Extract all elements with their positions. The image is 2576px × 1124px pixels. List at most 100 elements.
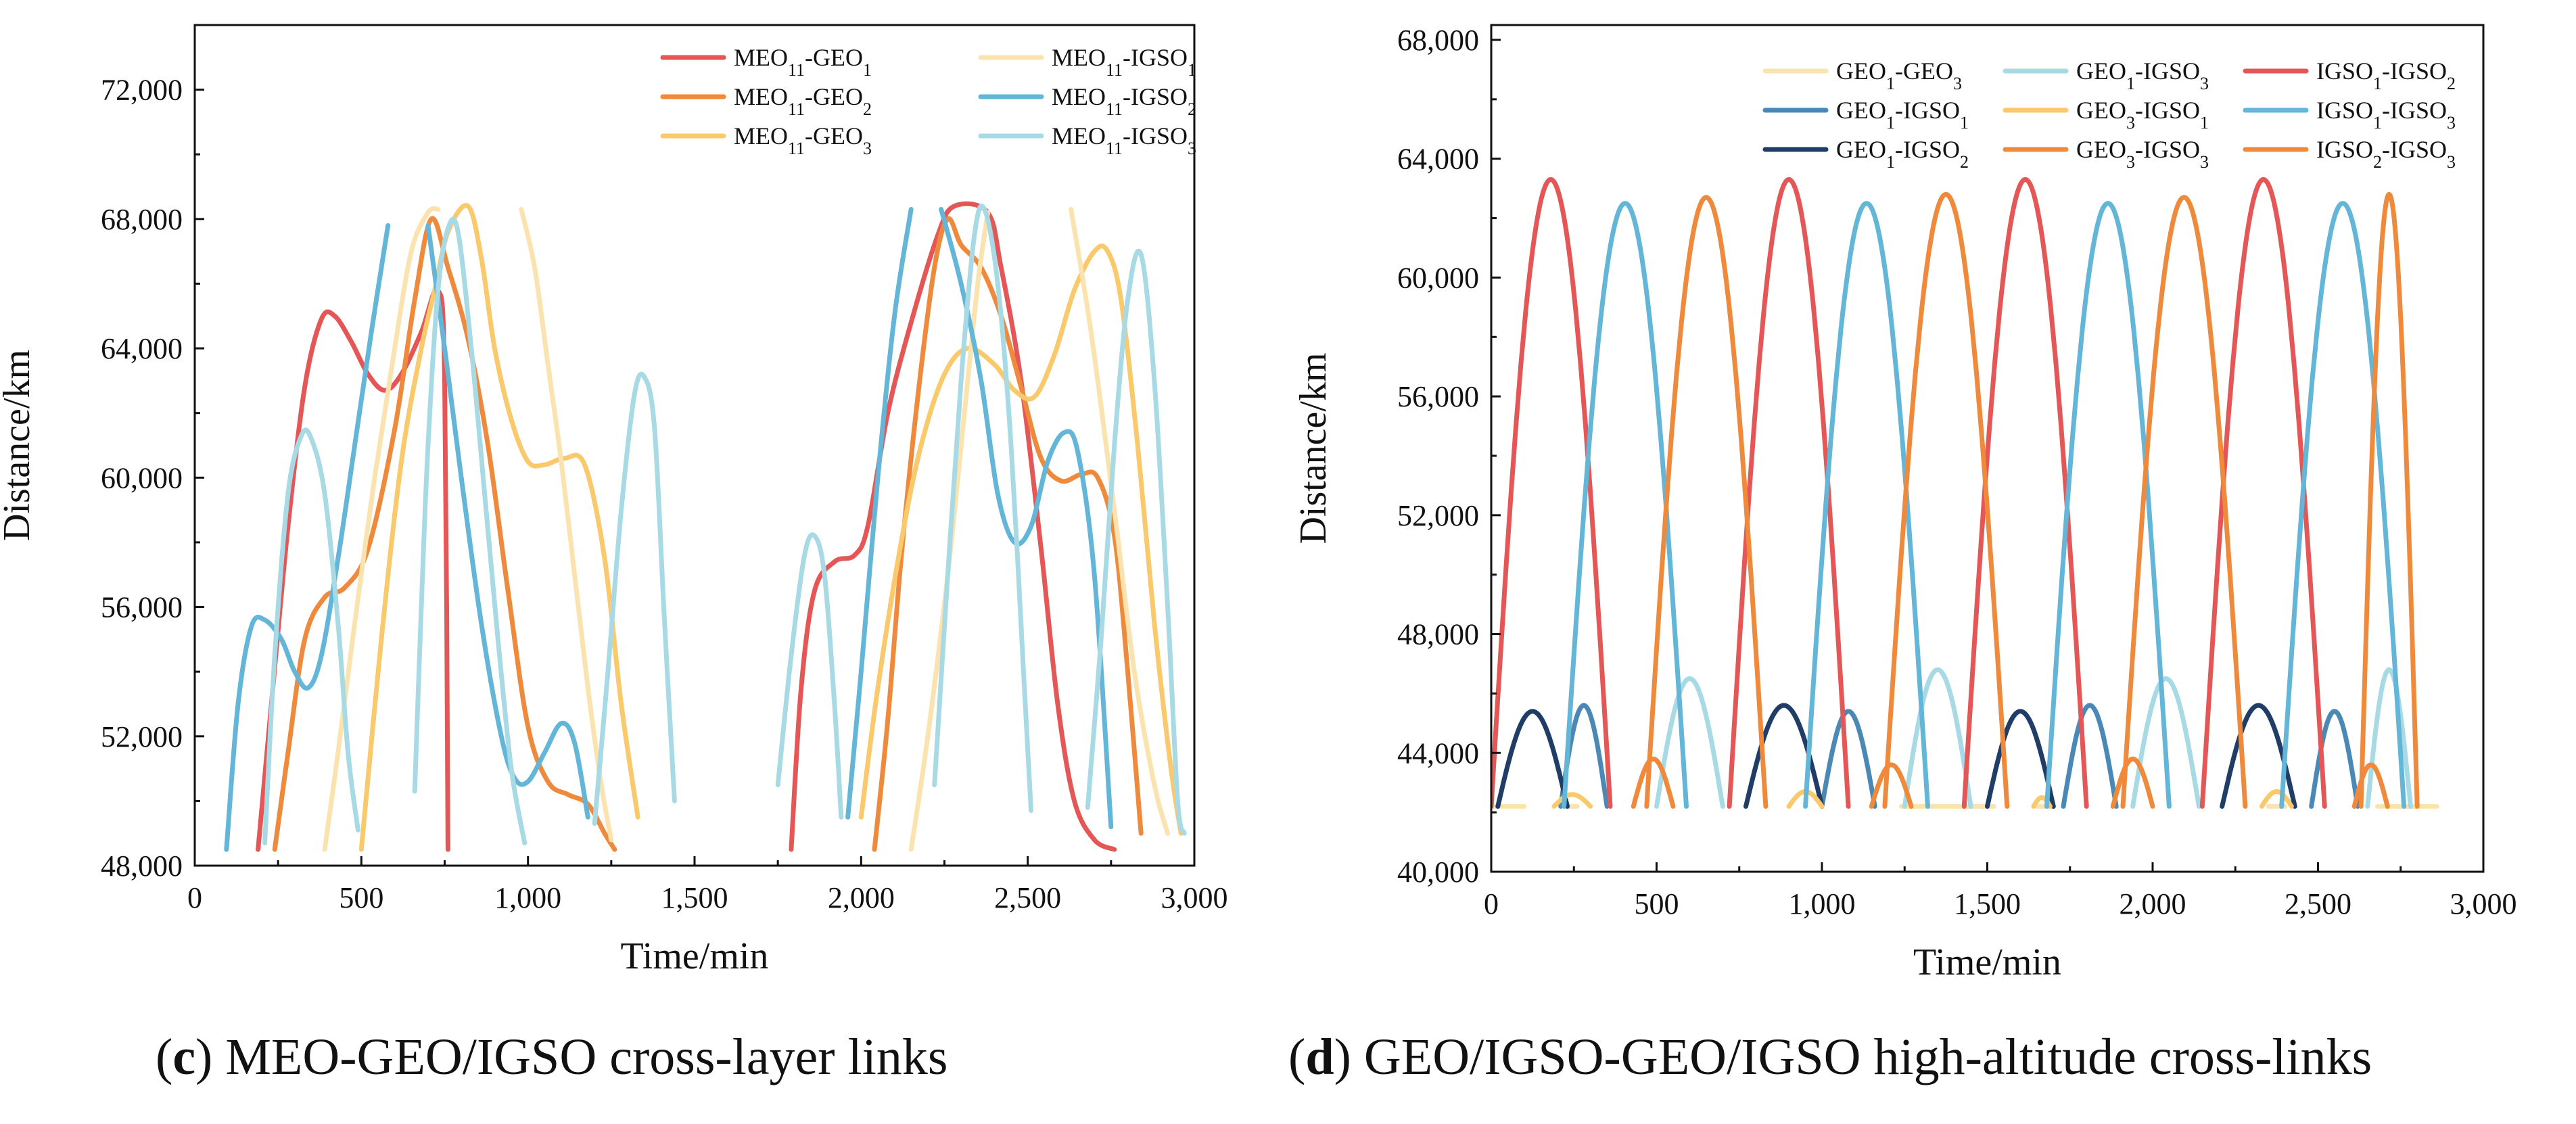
series-line-MEO11-IGSO1-3 xyxy=(1069,207,1171,836)
legend-item-GEO3-IGSO1: GEO3-IGSO1 xyxy=(2003,97,2209,133)
series-line-MEO11-GEO3-1 xyxy=(858,243,1184,836)
series-line-MEO11-IGSO3-4 xyxy=(932,204,1034,814)
y-tick-label: 56,000 xyxy=(1397,380,1479,413)
x-tick-label: 2,000 xyxy=(828,881,895,914)
legend-label-mid: -IGSO xyxy=(2382,97,2447,124)
legend-label: GEO1-GEO3 xyxy=(1836,57,1962,93)
series-line-MEO11-IGSO3-2 xyxy=(592,371,677,826)
series-line-MEO11-IGSO3-0 xyxy=(262,427,360,845)
series-line-GEO3-IGSO3-0 xyxy=(1631,756,1676,809)
legend-label: MEO11-IGSO1 xyxy=(1052,44,1196,80)
series-line-MEO11-GEO2-1 xyxy=(872,216,1144,852)
x-tick-label: 3,000 xyxy=(2450,887,2517,920)
legend-label-sub2: 2 xyxy=(1960,152,1969,172)
legend-item-MEO11-IGSO2: MEO11-IGSO2 xyxy=(978,83,1196,119)
legend-label-mid: -IGSO xyxy=(2382,57,2447,85)
x-tick-label: 500 xyxy=(339,881,383,914)
series-line-MEO11-IGSO2-3 xyxy=(939,207,1114,830)
plot-area xyxy=(224,201,1187,852)
series-line-GEO1-IGSO3-3 xyxy=(2365,667,2413,809)
legend-item-GEO3-IGSO3: GEO3-IGSO3 xyxy=(2003,136,2209,172)
series-line-MEO11-IGSO2-0 xyxy=(224,223,391,852)
series-line-IGSO1-IGSO3-0 xyxy=(1562,201,1689,809)
y-tick-label: 48,000 xyxy=(1397,618,1479,651)
legend-label-base: MEO xyxy=(734,122,788,149)
y-tick-label: 52,000 xyxy=(101,720,183,753)
legend-label: MEO11-GEO3 xyxy=(734,122,872,158)
y-tick-label: 52,000 xyxy=(1397,499,1479,532)
series-line-IGSO1-IGSO2-3 xyxy=(2199,177,2327,809)
legend-label: MEO11-GEO2 xyxy=(734,83,872,119)
x-tick-label: 500 xyxy=(1635,887,1679,920)
series-line-GEO1-IGSO2-0 xyxy=(1495,709,1570,809)
legend-label-sub2: 3 xyxy=(1188,139,1196,158)
y-tick-label: 60,000 xyxy=(1397,261,1479,294)
legend-label-sub2: 3 xyxy=(2200,74,2209,93)
series-line-GEO1-IGSO3-2 xyxy=(2130,676,2201,809)
y-tick-label: 60,000 xyxy=(101,461,183,494)
y-tick-label: 64,000 xyxy=(101,332,183,365)
series-MEO11-IGSO1 xyxy=(322,206,1171,852)
series-MEO11-GEO1 xyxy=(256,201,1117,852)
legend-item-IGSO1-IGSO2: IGSO1-IGSO2 xyxy=(2243,57,2456,93)
series-line-IGSO2-IGSO3-2 xyxy=(2120,195,2248,809)
series-line-IGSO1-IGSO3-3 xyxy=(2279,201,2407,809)
legend-label-sub2: 1 xyxy=(1188,60,1196,80)
series-line-IGSO1-IGSO3-1 xyxy=(1803,201,1930,809)
chart-d: 0 500 1,000 1,500 2,000 2,500 3,000 40,000 44,00… xyxy=(1292,24,2517,983)
x-tick-label: 1,000 xyxy=(1789,887,1856,920)
legend-label-sub: 1 xyxy=(1886,152,1895,172)
series-line-MEO11-IGSO3-3 xyxy=(775,532,844,820)
legend-label-sub: 3 xyxy=(2126,152,2135,172)
legend-label-base: IGSO xyxy=(2316,57,2373,85)
series-line-GEO1-IGSO3-1 xyxy=(1902,667,1973,809)
legend-label: MEO11-IGSO3 xyxy=(1052,122,1196,158)
y-tick-label: 64,000 xyxy=(1397,143,1479,176)
legend-label-sub: 1 xyxy=(1886,74,1895,93)
caption-c: (c) MEO-GEO/IGSO cross-layer links xyxy=(156,1029,948,1085)
chart-c: 0 500 1,000 1,500 2,000 2,500 3,000 48,000 52,00… xyxy=(0,24,1228,977)
caption-d-text: GEO/IGSO-GEO/IGSO high-altitude cross-li… xyxy=(1351,1029,2372,1085)
legend-label-sub2: 3 xyxy=(2447,113,2456,133)
legend-label-sub: 1 xyxy=(2126,74,2135,93)
series-line-MEO11-IGSO3-1 xyxy=(412,216,528,845)
legend-item-GEO1-GEO3: GEO1-GEO3 xyxy=(1762,57,1962,93)
legend-label-sub: 11 xyxy=(788,139,805,158)
legend-label-base: MEO xyxy=(1052,83,1106,110)
legend-label-mid: -IGSO xyxy=(1895,136,1960,163)
legend-label-sub2: 2 xyxy=(1188,99,1196,119)
legend-label: MEO11-GEO1 xyxy=(734,44,872,80)
legend-label-mid: -GEO xyxy=(1895,57,1953,85)
legend-item-GEO1-IGSO2: GEO1-IGSO2 xyxy=(1762,136,1969,172)
caption-d-letter: d xyxy=(1305,1029,1334,1085)
series-line-GEO3-IGSO3-2 xyxy=(2110,756,2155,809)
legend-label-sub2: 3 xyxy=(2200,152,2209,172)
series-line-IGSO1-IGSO2-2 xyxy=(1961,177,2089,809)
y-tick-label: 40,000 xyxy=(1397,856,1479,889)
legend-label-sub2: 3 xyxy=(863,139,872,158)
legend-label: IGSO1-IGSO2 xyxy=(2316,57,2456,93)
legend-label-base: GEO xyxy=(1836,136,1886,163)
legend-label: GEO1-IGSO3 xyxy=(2076,57,2209,93)
legend-label-sub: 11 xyxy=(788,60,805,80)
series-IGSO2-IGSO3 xyxy=(1644,191,2420,809)
caption-c-text: MEO-GEO/IGSO cross-layer links xyxy=(212,1029,948,1085)
legend-label-mid: -IGSO xyxy=(2135,97,2200,124)
legend-label-sub: 3 xyxy=(2126,113,2135,133)
x-tick-label: 1,500 xyxy=(661,881,728,914)
legend-label-mid: -IGSO xyxy=(1123,83,1188,110)
legend-label-mid: -IGSO xyxy=(2135,57,2200,85)
y-axis-title: Distance/km xyxy=(0,350,38,541)
series-line-GEO1-IGSO1-1 xyxy=(1819,709,1877,809)
x-tick-label: 3,000 xyxy=(1161,881,1228,914)
legend-label-sub2: 3 xyxy=(2447,152,2456,172)
legend-label-base: MEO xyxy=(1052,122,1106,149)
legend-label: IGSO1-IGSO3 xyxy=(2316,97,2456,133)
series-line-GEO1-IGSO1-3 xyxy=(2309,709,2360,809)
legend-item-MEO11-GEO3: MEO11-GEO3 xyxy=(660,122,872,158)
legend-label-base: IGSO xyxy=(2316,97,2373,124)
legend-label-base: GEO xyxy=(1836,97,1886,124)
legend-label-base: MEO xyxy=(734,44,788,71)
series-line-GEO1-IGSO3-0 xyxy=(1654,676,1725,809)
